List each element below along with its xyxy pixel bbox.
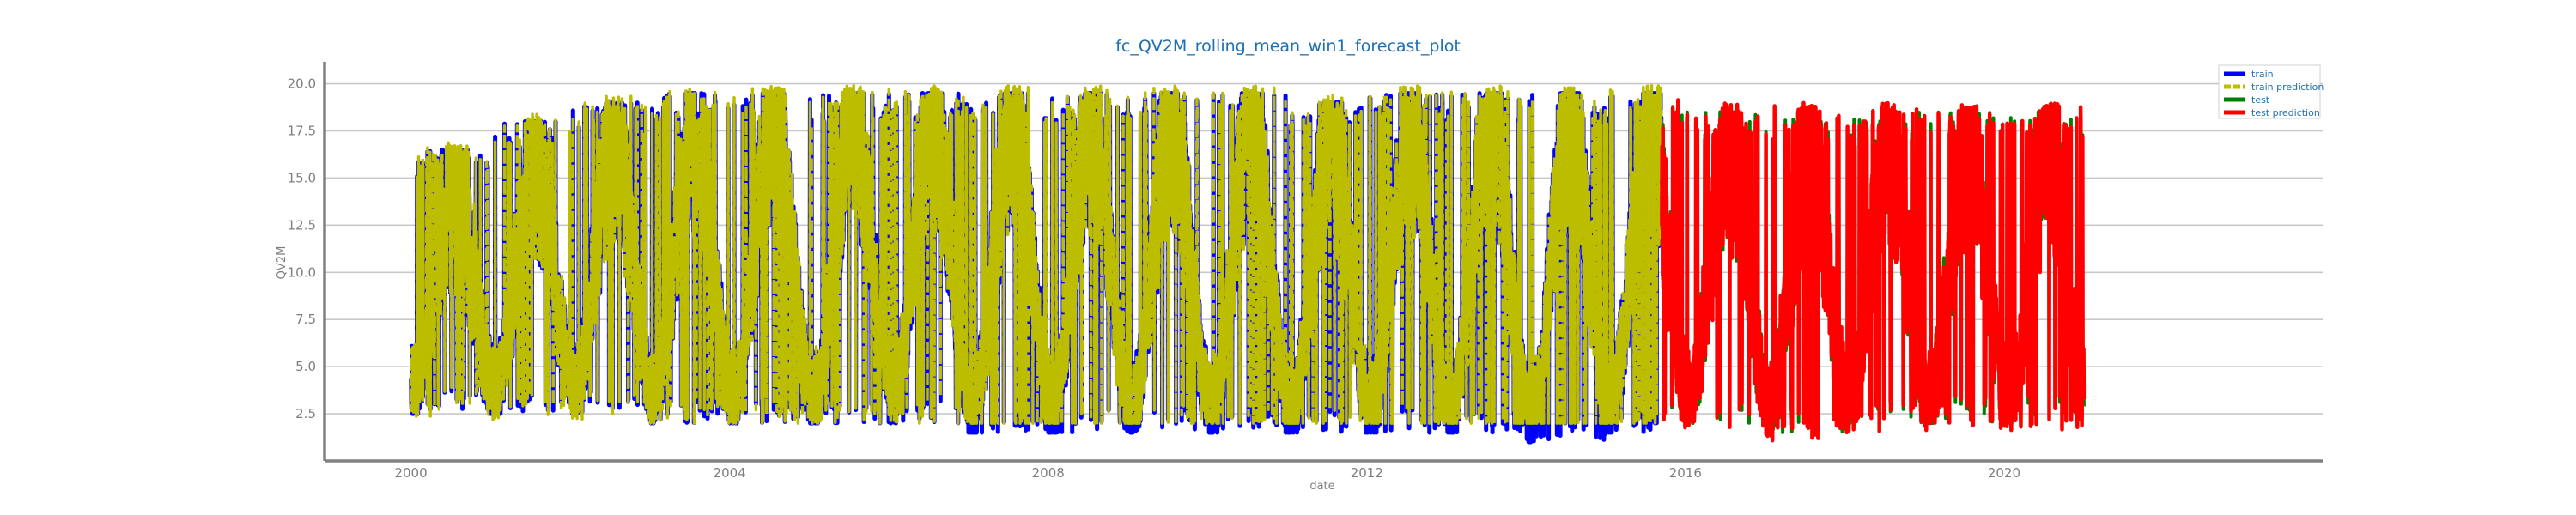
y-tick-label: 2.5 bbox=[295, 406, 316, 421]
chart-title: fc_QV2M_rolling_mean_win1_forecast_plot bbox=[1115, 37, 1461, 56]
x-tick-label: 2012 bbox=[1351, 465, 1383, 481]
legend-label: test bbox=[2251, 94, 2270, 106]
legend-label: test prediction bbox=[2251, 107, 2320, 118]
y-tick-label: 5.0 bbox=[295, 359, 316, 374]
x-ticks: 2000 2004 2008 2012 2016 2020 bbox=[394, 465, 2020, 481]
legend-label: train prediction bbox=[2251, 82, 2324, 93]
series-train-prediction bbox=[409, 84, 1664, 425]
y-ticks: 2.5 5.0 7.5 10.0 12.5 15.0 17.5 20.0 bbox=[288, 76, 316, 421]
legend-label: train bbox=[2251, 69, 2274, 80]
axes bbox=[323, 62, 2323, 463]
series-layer bbox=[409, 84, 2087, 445]
y-tick-label: 20.0 bbox=[288, 76, 316, 92]
y-tick-label: 12.5 bbox=[288, 217, 316, 233]
x-tick-label: 2000 bbox=[394, 465, 427, 481]
x-tick-label: 2008 bbox=[1032, 465, 1065, 481]
x-axis-label: date bbox=[1309, 480, 1334, 493]
y-tick-label: 7.5 bbox=[295, 312, 316, 327]
y-tick-label: 15.0 bbox=[288, 170, 316, 185]
series-test-prediction bbox=[1660, 98, 2087, 443]
y-tick-label: 10.0 bbox=[288, 264, 316, 280]
x-tick-label: 2004 bbox=[714, 465, 746, 481]
x-tick-label: 2016 bbox=[1669, 465, 1702, 481]
y-tick-label: 17.5 bbox=[288, 124, 316, 139]
y-axis-label: QV2M bbox=[276, 246, 289, 280]
x-tick-label: 2020 bbox=[1988, 465, 2020, 481]
